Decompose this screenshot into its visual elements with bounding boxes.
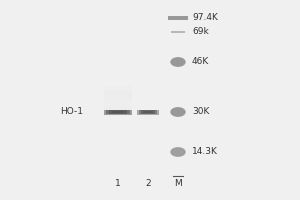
Bar <box>104 95 132 97</box>
Bar <box>171 31 185 33</box>
Bar <box>104 89 132 91</box>
Text: 14.3K: 14.3K <box>192 148 218 156</box>
Bar <box>106 110 130 114</box>
Bar <box>104 85 132 87</box>
Bar <box>104 104 132 105</box>
Bar <box>104 99 132 101</box>
Bar <box>104 84 132 86</box>
Bar <box>104 110 132 111</box>
Bar <box>104 88 132 90</box>
Bar <box>139 110 157 114</box>
Bar <box>104 94 132 96</box>
Bar <box>104 101 132 102</box>
Text: 46K: 46K <box>192 58 209 66</box>
Bar <box>104 87 132 89</box>
Bar <box>104 92 132 94</box>
Bar <box>104 110 132 114</box>
Bar <box>104 107 132 108</box>
Text: 2: 2 <box>145 178 151 188</box>
Bar <box>104 109 132 110</box>
Bar <box>104 103 132 104</box>
Ellipse shape <box>170 57 186 67</box>
Bar <box>104 102 132 103</box>
Bar <box>104 111 132 112</box>
Ellipse shape <box>170 147 186 157</box>
Text: 69k: 69k <box>192 27 209 36</box>
Bar <box>112 111 124 113</box>
Bar <box>104 93 132 95</box>
Bar <box>104 105 132 106</box>
Bar <box>109 110 127 114</box>
Text: 97.4K: 97.4K <box>192 14 218 22</box>
Bar <box>104 112 132 113</box>
Bar <box>104 106 132 107</box>
Bar <box>141 110 155 114</box>
Bar <box>168 16 188 20</box>
Bar <box>104 90 132 92</box>
Bar <box>104 98 132 100</box>
Bar <box>104 113 132 114</box>
Bar <box>104 97 132 99</box>
Text: 1: 1 <box>115 178 121 188</box>
Text: M: M <box>174 178 182 188</box>
Bar <box>104 114 132 116</box>
Ellipse shape <box>170 107 186 117</box>
Text: HO-1: HO-1 <box>61 108 83 116</box>
Bar <box>143 111 153 113</box>
Bar <box>137 110 159 114</box>
Text: 30K: 30K <box>192 108 209 116</box>
Bar <box>104 96 132 98</box>
Bar <box>104 108 132 109</box>
Bar <box>104 91 132 93</box>
Bar <box>104 86 132 88</box>
